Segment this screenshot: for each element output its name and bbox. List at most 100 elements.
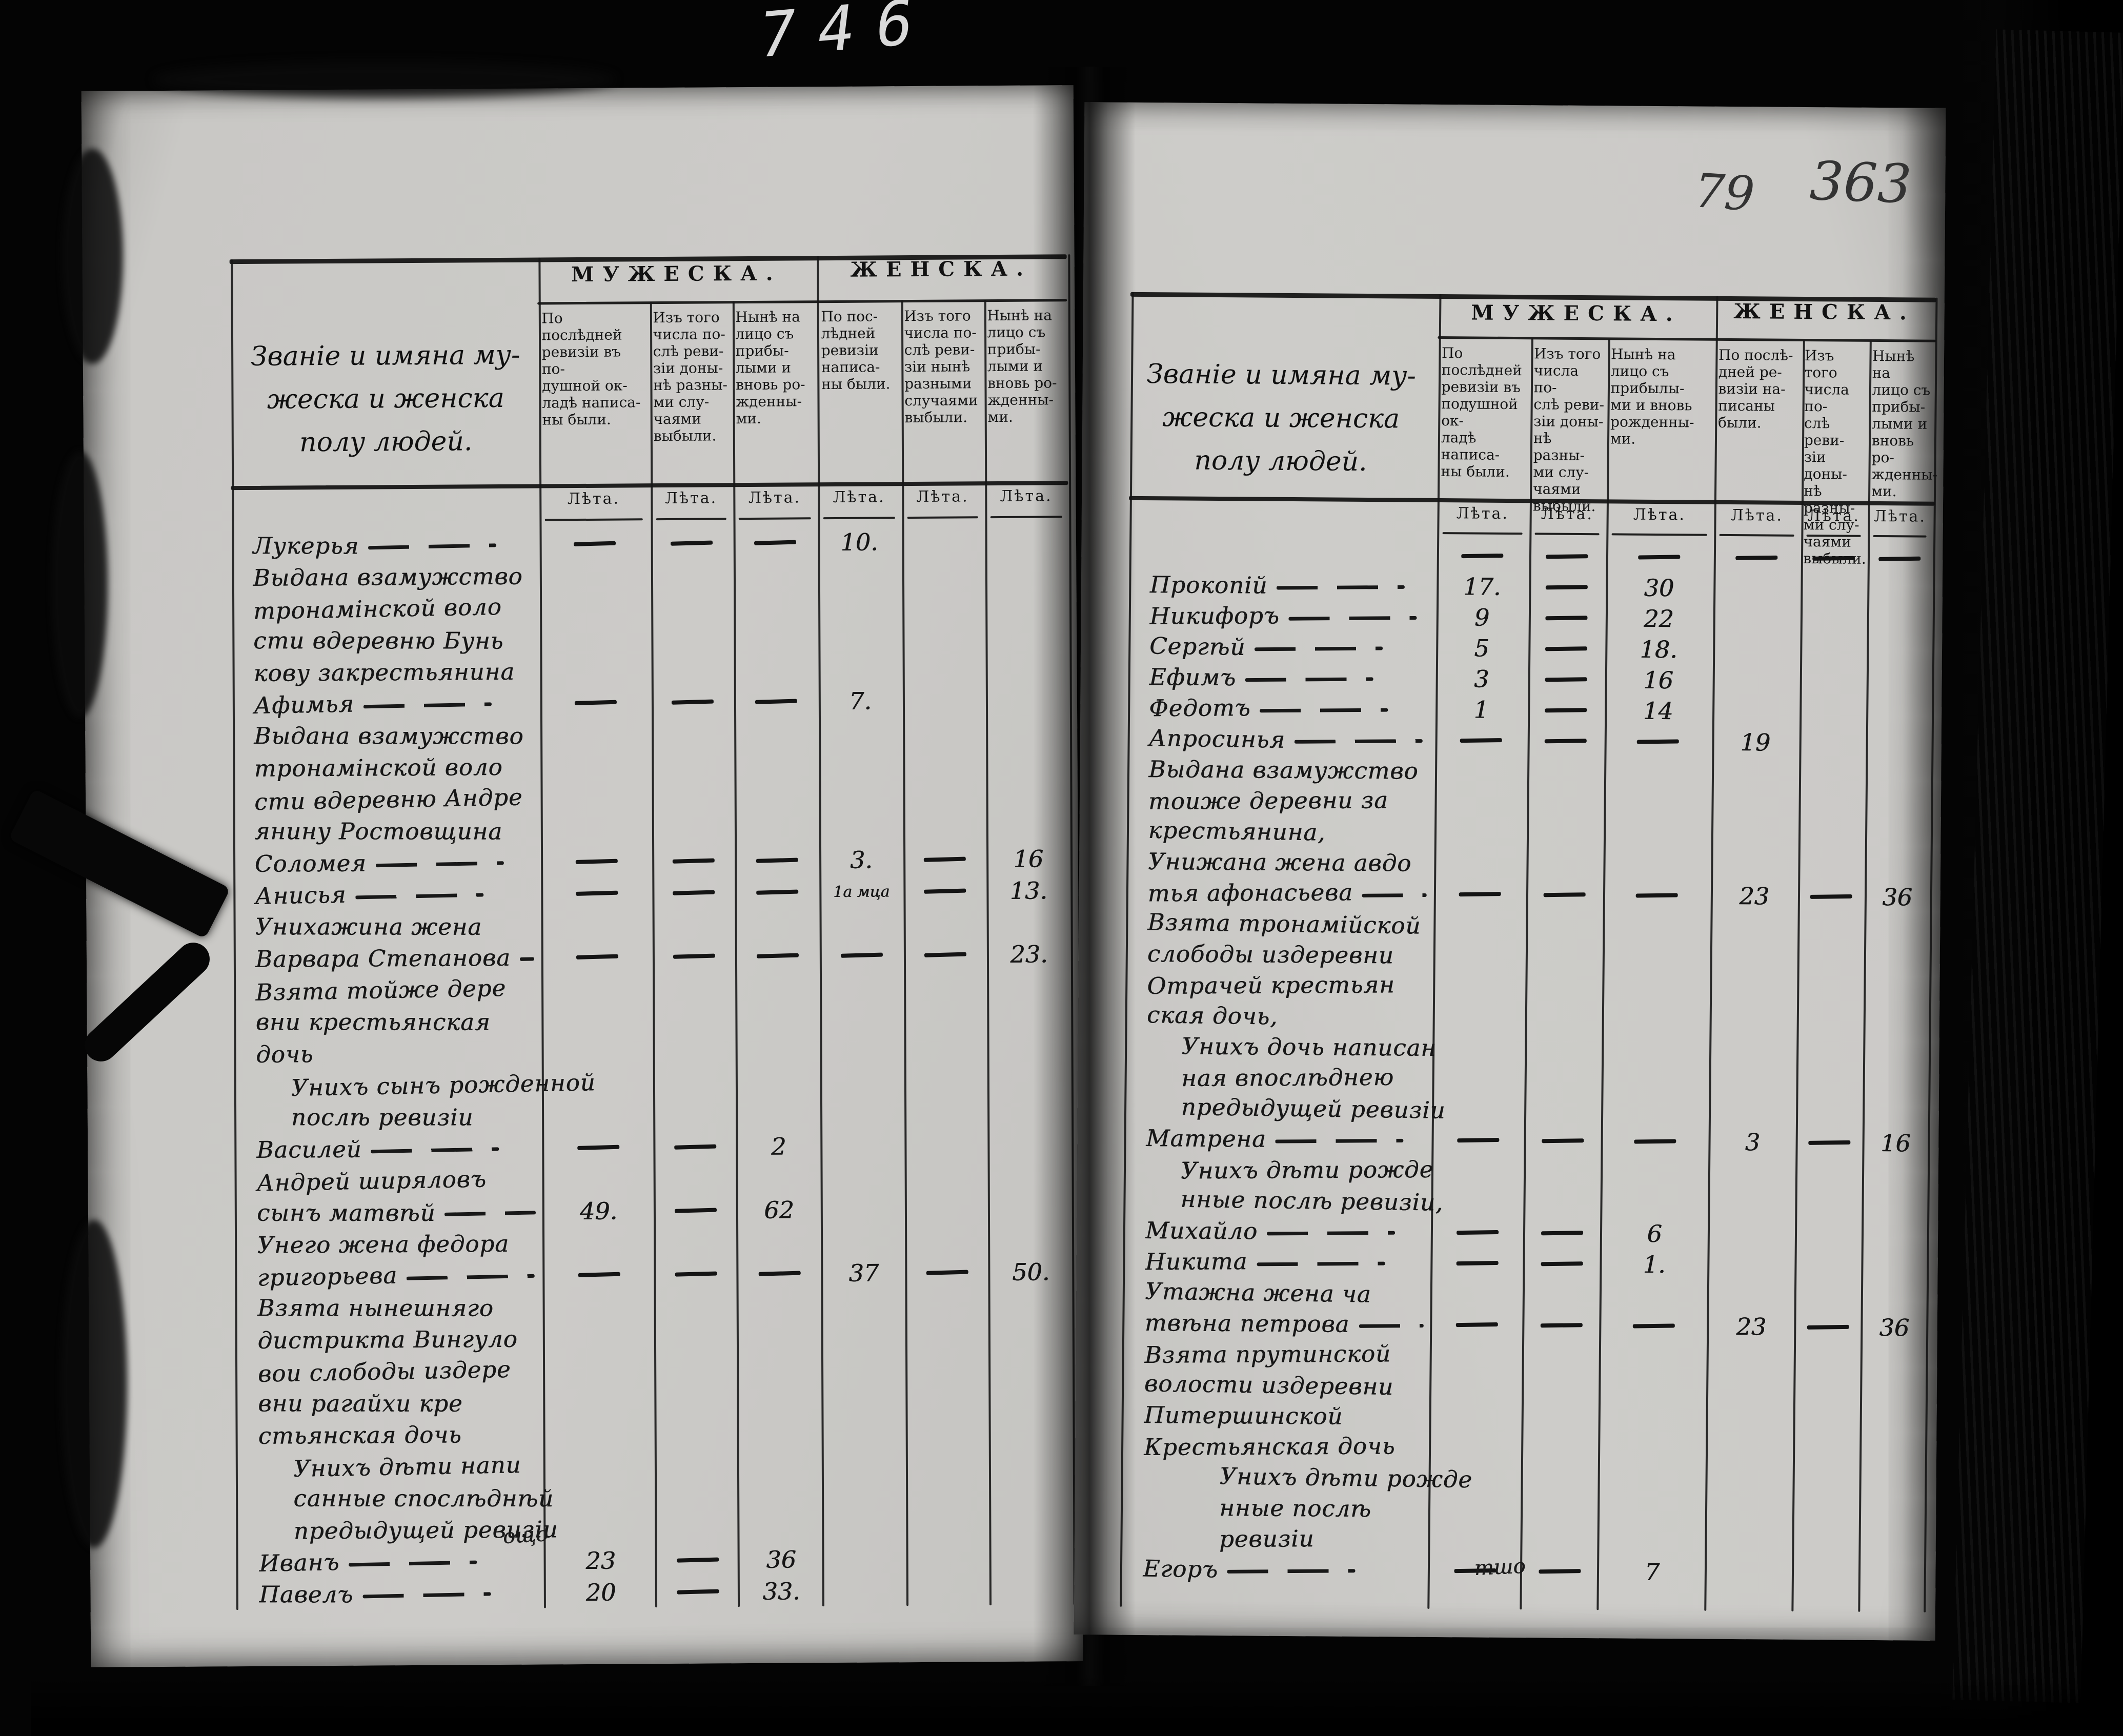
name-cell: ская дочь, xyxy=(1125,1001,1433,1030)
note-row: вни крестьянская xyxy=(234,1002,1071,1038)
dash-mark xyxy=(573,541,616,546)
dash-filler xyxy=(363,702,492,708)
dash-filler xyxy=(1257,1261,1385,1266)
value-cell: 36 xyxy=(739,1545,823,1574)
value-cell: 18. xyxy=(1605,635,1712,664)
value-cell xyxy=(1712,619,1800,620)
value-cell xyxy=(735,889,819,895)
value-cell xyxy=(1527,771,1604,772)
value-cell xyxy=(906,1399,989,1400)
table-row: Никифоръ 9 22 xyxy=(1128,600,1932,636)
value-cell xyxy=(541,988,653,989)
value-cell xyxy=(1794,1388,1861,1389)
age-label-rule xyxy=(1534,533,1600,536)
value-cell xyxy=(906,1270,989,1275)
value-cell xyxy=(819,764,903,765)
value-cell xyxy=(541,859,652,864)
note-row: Крестьянская дочь xyxy=(1122,1430,1926,1466)
handwritten-text: Матрена xyxy=(1146,1124,1267,1153)
value-cell xyxy=(901,573,984,574)
column-header-male-present: Нынѣ на лицо съ прибы- лыми и вновь ро- … xyxy=(735,308,805,427)
dash-filler xyxy=(355,892,484,899)
handwritten-text: Андрей ширяловъ xyxy=(256,1165,487,1197)
value-cell xyxy=(1430,1447,1522,1448)
table-row: григорьева 37 50. xyxy=(236,1256,1073,1293)
handwritten-text: нные послѣ ревизіи, xyxy=(1180,1185,1444,1216)
handwritten-text: послѣ ревизіи xyxy=(291,1103,474,1131)
value-cell xyxy=(824,1590,908,1591)
dash-mark xyxy=(1545,646,1588,651)
name-cell: янину Ростовщина xyxy=(233,816,540,846)
value-cell xyxy=(1523,1294,1600,1295)
name-cell: Сергѣй xyxy=(1128,632,1435,661)
age-label-rule xyxy=(823,517,895,520)
table-row: Ефимъ 3 16 xyxy=(1127,661,1931,698)
age-value: 19 xyxy=(1740,728,1771,757)
book-bottom-edge xyxy=(31,1674,2123,1736)
note-row: Унихъ сынъ рожденной xyxy=(234,1065,1071,1102)
dash-mark xyxy=(840,952,883,958)
name-cell: Варвара Степанова xyxy=(234,944,541,973)
note-row: Андрей ширяловъ xyxy=(235,1160,1072,1197)
value-cell xyxy=(652,890,735,895)
age-value: 16 xyxy=(1643,666,1674,695)
table-row: Анисья 1а мца 13. xyxy=(233,874,1070,911)
value-cell xyxy=(544,1401,655,1402)
dash-mark xyxy=(1457,1138,1500,1143)
dash-mark xyxy=(1542,1138,1584,1143)
age-column-label: Лѣта. xyxy=(1633,505,1686,524)
note-row: Унего жена федора xyxy=(235,1224,1073,1261)
value-cell xyxy=(1527,739,1604,744)
value-cell xyxy=(540,700,651,705)
age-value: 23 xyxy=(585,1546,616,1575)
value-cell xyxy=(651,733,734,734)
name-cell: стьянская дочь xyxy=(236,1420,544,1449)
age-value: 33. xyxy=(762,1577,800,1605)
value-cell xyxy=(907,1526,990,1527)
record-rows: Прокопій 17. 30 Никифоръ 9 22 Сергѣй 5 18. Ефимъ 3… xyxy=(1121,538,1932,1589)
value-cell xyxy=(1431,1322,1523,1327)
name-cell: санные спослѣднѣй xyxy=(237,1484,554,1513)
handwritten-text: дистрикта Вингуло xyxy=(257,1325,518,1354)
note-row: янину Ростовщина xyxy=(233,811,1070,848)
handwritten-text: Василей xyxy=(256,1135,362,1163)
age-value: 7. xyxy=(848,687,872,715)
value-cell xyxy=(902,668,985,669)
note-row: стьянская дочь xyxy=(236,1415,1074,1452)
handwritten-text: Крестьянская дочь xyxy=(1144,1432,1396,1461)
value-cell xyxy=(903,856,986,862)
note-row: тронамінской воло xyxy=(233,747,1070,784)
value-cell: 3 xyxy=(1435,665,1527,693)
value-cell: 37 xyxy=(822,1259,906,1287)
value-cell xyxy=(738,1400,822,1401)
value-cell xyxy=(1602,1110,1709,1111)
value-cell: 23 xyxy=(1710,882,1797,910)
age-value: 20 xyxy=(585,1578,616,1606)
male-section-header: МУЖЕСКА. xyxy=(1471,300,1682,326)
value-cell xyxy=(822,1368,906,1369)
dash-mark xyxy=(1455,1322,1498,1327)
name-cell: тоиже деревни за xyxy=(1127,786,1434,815)
column-header-male-departed: Изъ того числа по- слѣ реви- зіи доны- н… xyxy=(1532,345,1605,515)
note-row: волости издеревни xyxy=(1123,1369,1927,1405)
value-cell xyxy=(820,923,904,924)
value-cell xyxy=(823,1495,907,1496)
age-value: 14 xyxy=(1643,697,1673,725)
value-cell xyxy=(1707,1449,1794,1450)
value-cell: 14 xyxy=(1604,697,1712,725)
name-cell: Федотъ xyxy=(1127,693,1435,723)
value-cell xyxy=(1523,1417,1600,1418)
value-cell xyxy=(733,540,817,545)
handwritten-text: вни крестьянская xyxy=(255,1008,491,1036)
handwritten-text: Взята тойже дере xyxy=(255,974,507,1006)
value-cell xyxy=(1432,1201,1524,1202)
handwritten-text: Апросинья xyxy=(1148,724,1286,753)
table-row: Матрена 3 16 xyxy=(1124,1122,1928,1159)
group-header-rule xyxy=(1438,336,1936,342)
handwritten-text: стьянская дочь xyxy=(258,1420,462,1449)
value-cell xyxy=(1601,1202,1708,1203)
dash-mark xyxy=(926,1270,968,1275)
name-cell: вни рагайхи кре xyxy=(236,1388,544,1418)
value-cell xyxy=(1600,1356,1707,1357)
name-cell: предыдущей ревизіи xyxy=(1125,1093,1445,1124)
